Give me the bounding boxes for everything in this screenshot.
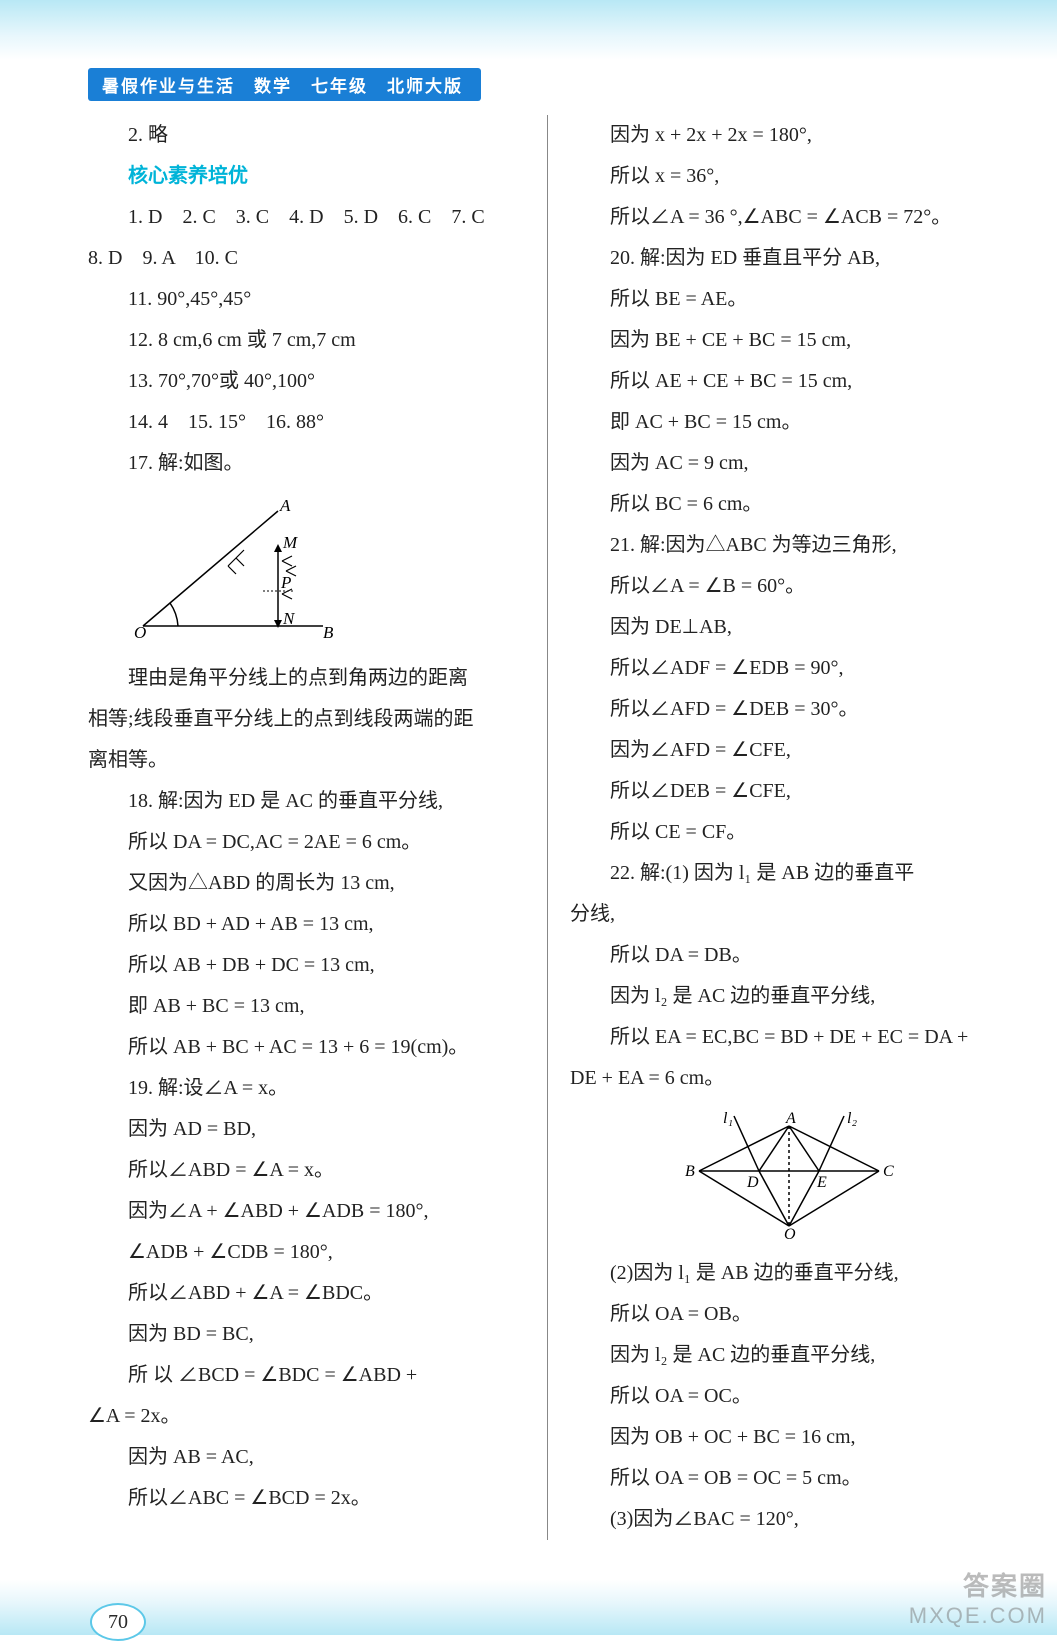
text-line: 所以 CE = CF。: [570, 812, 1007, 853]
label-B: B: [685, 1163, 695, 1180]
text-line: 22. 解:(1) 因为 l₁ 是 AB 边的垂直平: [570, 853, 1007, 894]
text-line: 所以∠A = ∠B = 60°。: [570, 566, 1007, 607]
text-line: 因为 BE + CE + BC = 15 cm,: [570, 320, 1007, 361]
text-line: 13. 70°,70°或 40°,100°: [88, 361, 525, 402]
text-line: 2. 略: [88, 115, 525, 156]
text-line: 即 AB + BC = 13 cm,: [88, 986, 525, 1027]
text-line: 因为 AB = AC,: [88, 1437, 525, 1478]
text-line: ∠A = 2x。: [88, 1396, 525, 1437]
text-line: (2)因为 l₁ 是 AB 边的垂直平分线,: [570, 1253, 1007, 1294]
diagram-q17: O A B M N P: [128, 496, 525, 646]
text-line: 所以∠ADF = ∠EDB = 90°,: [570, 648, 1007, 689]
label-C: C: [883, 1163, 894, 1180]
text-line: 17. 解:如图。: [88, 443, 525, 484]
label-D: D: [746, 1174, 759, 1191]
text-line: 1. D 2. C 3. C 4. D 5. D 6. C 7. C: [88, 197, 525, 238]
text-line: 所以∠ABD + ∠A = ∠BDC。: [88, 1273, 525, 1314]
text-line: 分线,: [570, 894, 1007, 935]
label-l2: l₂: [847, 1111, 857, 1127]
page-number-wrap: 70: [90, 1603, 146, 1641]
text-line: 所以 x = 36°,: [570, 156, 1007, 197]
text-line: 所以 DA = DC,AC = 2AE = 6 cm。: [88, 822, 525, 863]
text-line: 所以 BD + AD + AB = 13 cm,: [88, 904, 525, 945]
label-O: O: [784, 1226, 796, 1241]
text-line: 所以 AB + DB + DC = 13 cm,: [88, 945, 525, 986]
section-title: 核心素养培优: [88, 156, 525, 197]
text-line: 所以 AE + CE + BC = 15 cm,: [570, 361, 1007, 402]
label-l1: l₁: [723, 1111, 733, 1127]
label-A: A: [785, 1111, 796, 1127]
text-line: 因为∠A + ∠ABD + ∠ADB = 180°,: [88, 1191, 525, 1232]
text-line: 所以 OA = OB。: [570, 1294, 1007, 1335]
watermark-line1: 答案圈: [909, 1571, 1047, 1602]
text-line: 14. 4 15. 15° 16. 88°: [88, 402, 525, 443]
text-line: DE + EA = 6 cm。: [570, 1058, 1007, 1099]
text-line: 理由是角平分线上的点到角两边的距离: [88, 658, 525, 699]
text-line: 所以 AB + BC + AC = 13 + 6 = 19(cm)。: [88, 1027, 525, 1068]
text-line: 所以∠AFD = ∠DEB = 30°。: [570, 689, 1007, 730]
text-line: 所以 BC = 6 cm。: [570, 484, 1007, 525]
text-line: 因为 AD = BD,: [88, 1109, 525, 1150]
text-line: 所以 EA = EC,BC = BD + DE + EC = DA +: [570, 1017, 1007, 1058]
text-line: 所以∠DEB = ∠CFE,: [570, 771, 1007, 812]
watermark: 答案圈 MXQE.COM: [909, 1571, 1047, 1629]
bottom-gradient: 70 答案圈 MXQE.COM: [0, 1580, 1057, 1635]
text-line: 因为 x + 2x + 2x = 180°,: [570, 115, 1007, 156]
diagram-q22: A B C D E O l₁ l₂: [679, 1111, 899, 1241]
text-line: 20. 解:因为 ED 垂直且平分 AB,: [570, 238, 1007, 279]
text-line: (3)因为∠BAC = 120°,: [570, 1499, 1007, 1540]
text-line: 因为 OB + OC + BC = 16 cm,: [570, 1417, 1007, 1458]
right-column: 因为 x + 2x + 2x = 180°, 所以 x = 36°, 所以∠A …: [548, 115, 1007, 1540]
left-column: 2. 略 核心素养培优 1. D 2. C 3. C 4. D 5. D 6. …: [88, 115, 547, 1540]
watermark-line2: MXQE.COM: [909, 1603, 1047, 1629]
text-line: 所以 OA = OB = OC = 5 cm。: [570, 1458, 1007, 1499]
text-line: ∠ADB + ∠CDB = 180°,: [88, 1232, 525, 1273]
text-line: 因为 BD = BC,: [88, 1314, 525, 1355]
text-line: 相等;线段垂直平分线上的点到线段两端的距: [88, 699, 525, 740]
text-line: 所 以 ∠BCD = ∠BDC = ∠ABD +: [88, 1355, 525, 1396]
label-A: A: [279, 496, 291, 515]
text-line: 8. D 9. A 10. C: [88, 238, 525, 279]
page-body: 2. 略 核心素养培优 1. D 2. C 3. C 4. D 5. D 6. …: [0, 60, 1057, 1580]
text-line: 11. 90°,45°,45°: [88, 279, 525, 320]
text-line: 即 AC + BC = 15 cm。: [570, 402, 1007, 443]
page-number: 70: [90, 1603, 146, 1641]
text-line: 所以∠ABD = ∠A = x。: [88, 1150, 525, 1191]
text-line: 12. 8 cm,6 cm 或 7 cm,7 cm: [88, 320, 525, 361]
text-line: 所以 DA = DB。: [570, 935, 1007, 976]
text-line: 所以∠ABC = ∠BCD = 2x。: [88, 1478, 525, 1519]
text-line: 因为 l₂ 是 AC 边的垂直平分线,: [570, 1335, 1007, 1376]
text-line: 19. 解:设∠A = x。: [88, 1068, 525, 1109]
text-line: 离相等。: [88, 740, 525, 781]
label-N: N: [282, 609, 296, 628]
text-line: 因为 DE⊥AB,: [570, 607, 1007, 648]
text-line: 21. 解:因为△ABC 为等边三角形,: [570, 525, 1007, 566]
text-line: 因为 l₂ 是 AC 边的垂直平分线,: [570, 976, 1007, 1017]
label-B: B: [323, 623, 334, 642]
text-line: 18. 解:因为 ED 是 AC 的垂直平分线,: [88, 781, 525, 822]
top-gradient: [0, 0, 1057, 60]
text-line: 所以 BE = AE。: [570, 279, 1007, 320]
label-O: O: [134, 623, 146, 642]
label-M: M: [282, 533, 298, 552]
text-line: 所以∠A = 36 °,∠ABC = ∠ACB = 72°。: [570, 197, 1007, 238]
text-line: 因为∠AFD = ∠CFE,: [570, 730, 1007, 771]
label-E: E: [816, 1174, 827, 1191]
text-line: 所以 OA = OC。: [570, 1376, 1007, 1417]
text-line: 因为 AC = 9 cm,: [570, 443, 1007, 484]
text-line: 又因为△ABD 的周长为 13 cm,: [88, 863, 525, 904]
label-P: P: [280, 573, 291, 592]
